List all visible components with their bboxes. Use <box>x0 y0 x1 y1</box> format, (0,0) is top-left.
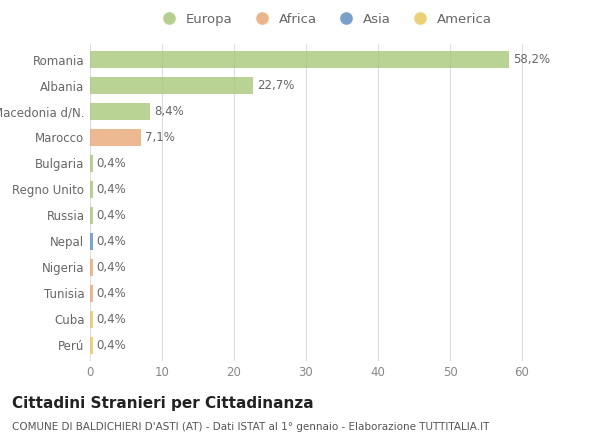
Bar <box>90 233 93 250</box>
Bar <box>90 181 93 198</box>
Text: 8,4%: 8,4% <box>154 105 184 118</box>
Text: 0,4%: 0,4% <box>97 235 126 248</box>
Text: 0,4%: 0,4% <box>97 313 126 326</box>
Bar <box>90 207 93 224</box>
Text: 22,7%: 22,7% <box>257 79 295 92</box>
Legend: Europa, Africa, Asia, America: Europa, Africa, Asia, America <box>151 7 497 31</box>
Bar <box>90 337 93 354</box>
Bar <box>90 103 151 120</box>
Bar <box>90 129 141 146</box>
Text: 0,4%: 0,4% <box>97 287 126 300</box>
Text: 0,4%: 0,4% <box>97 183 126 196</box>
Text: 0,4%: 0,4% <box>97 339 126 352</box>
Bar <box>90 155 93 172</box>
Bar <box>90 311 93 328</box>
Text: 0,4%: 0,4% <box>97 261 126 274</box>
Text: 0,4%: 0,4% <box>97 209 126 222</box>
Bar <box>90 285 93 302</box>
Bar <box>90 51 509 68</box>
Text: 7,1%: 7,1% <box>145 131 175 144</box>
Text: 58,2%: 58,2% <box>512 53 550 66</box>
Bar <box>90 77 253 94</box>
Text: 0,4%: 0,4% <box>97 157 126 170</box>
Bar <box>90 259 93 276</box>
Text: COMUNE DI BALDICHIERI D'ASTI (AT) - Dati ISTAT al 1° gennaio - Elaborazione TUTT: COMUNE DI BALDICHIERI D'ASTI (AT) - Dati… <box>12 422 490 433</box>
Text: Cittadini Stranieri per Cittadinanza: Cittadini Stranieri per Cittadinanza <box>12 396 314 411</box>
